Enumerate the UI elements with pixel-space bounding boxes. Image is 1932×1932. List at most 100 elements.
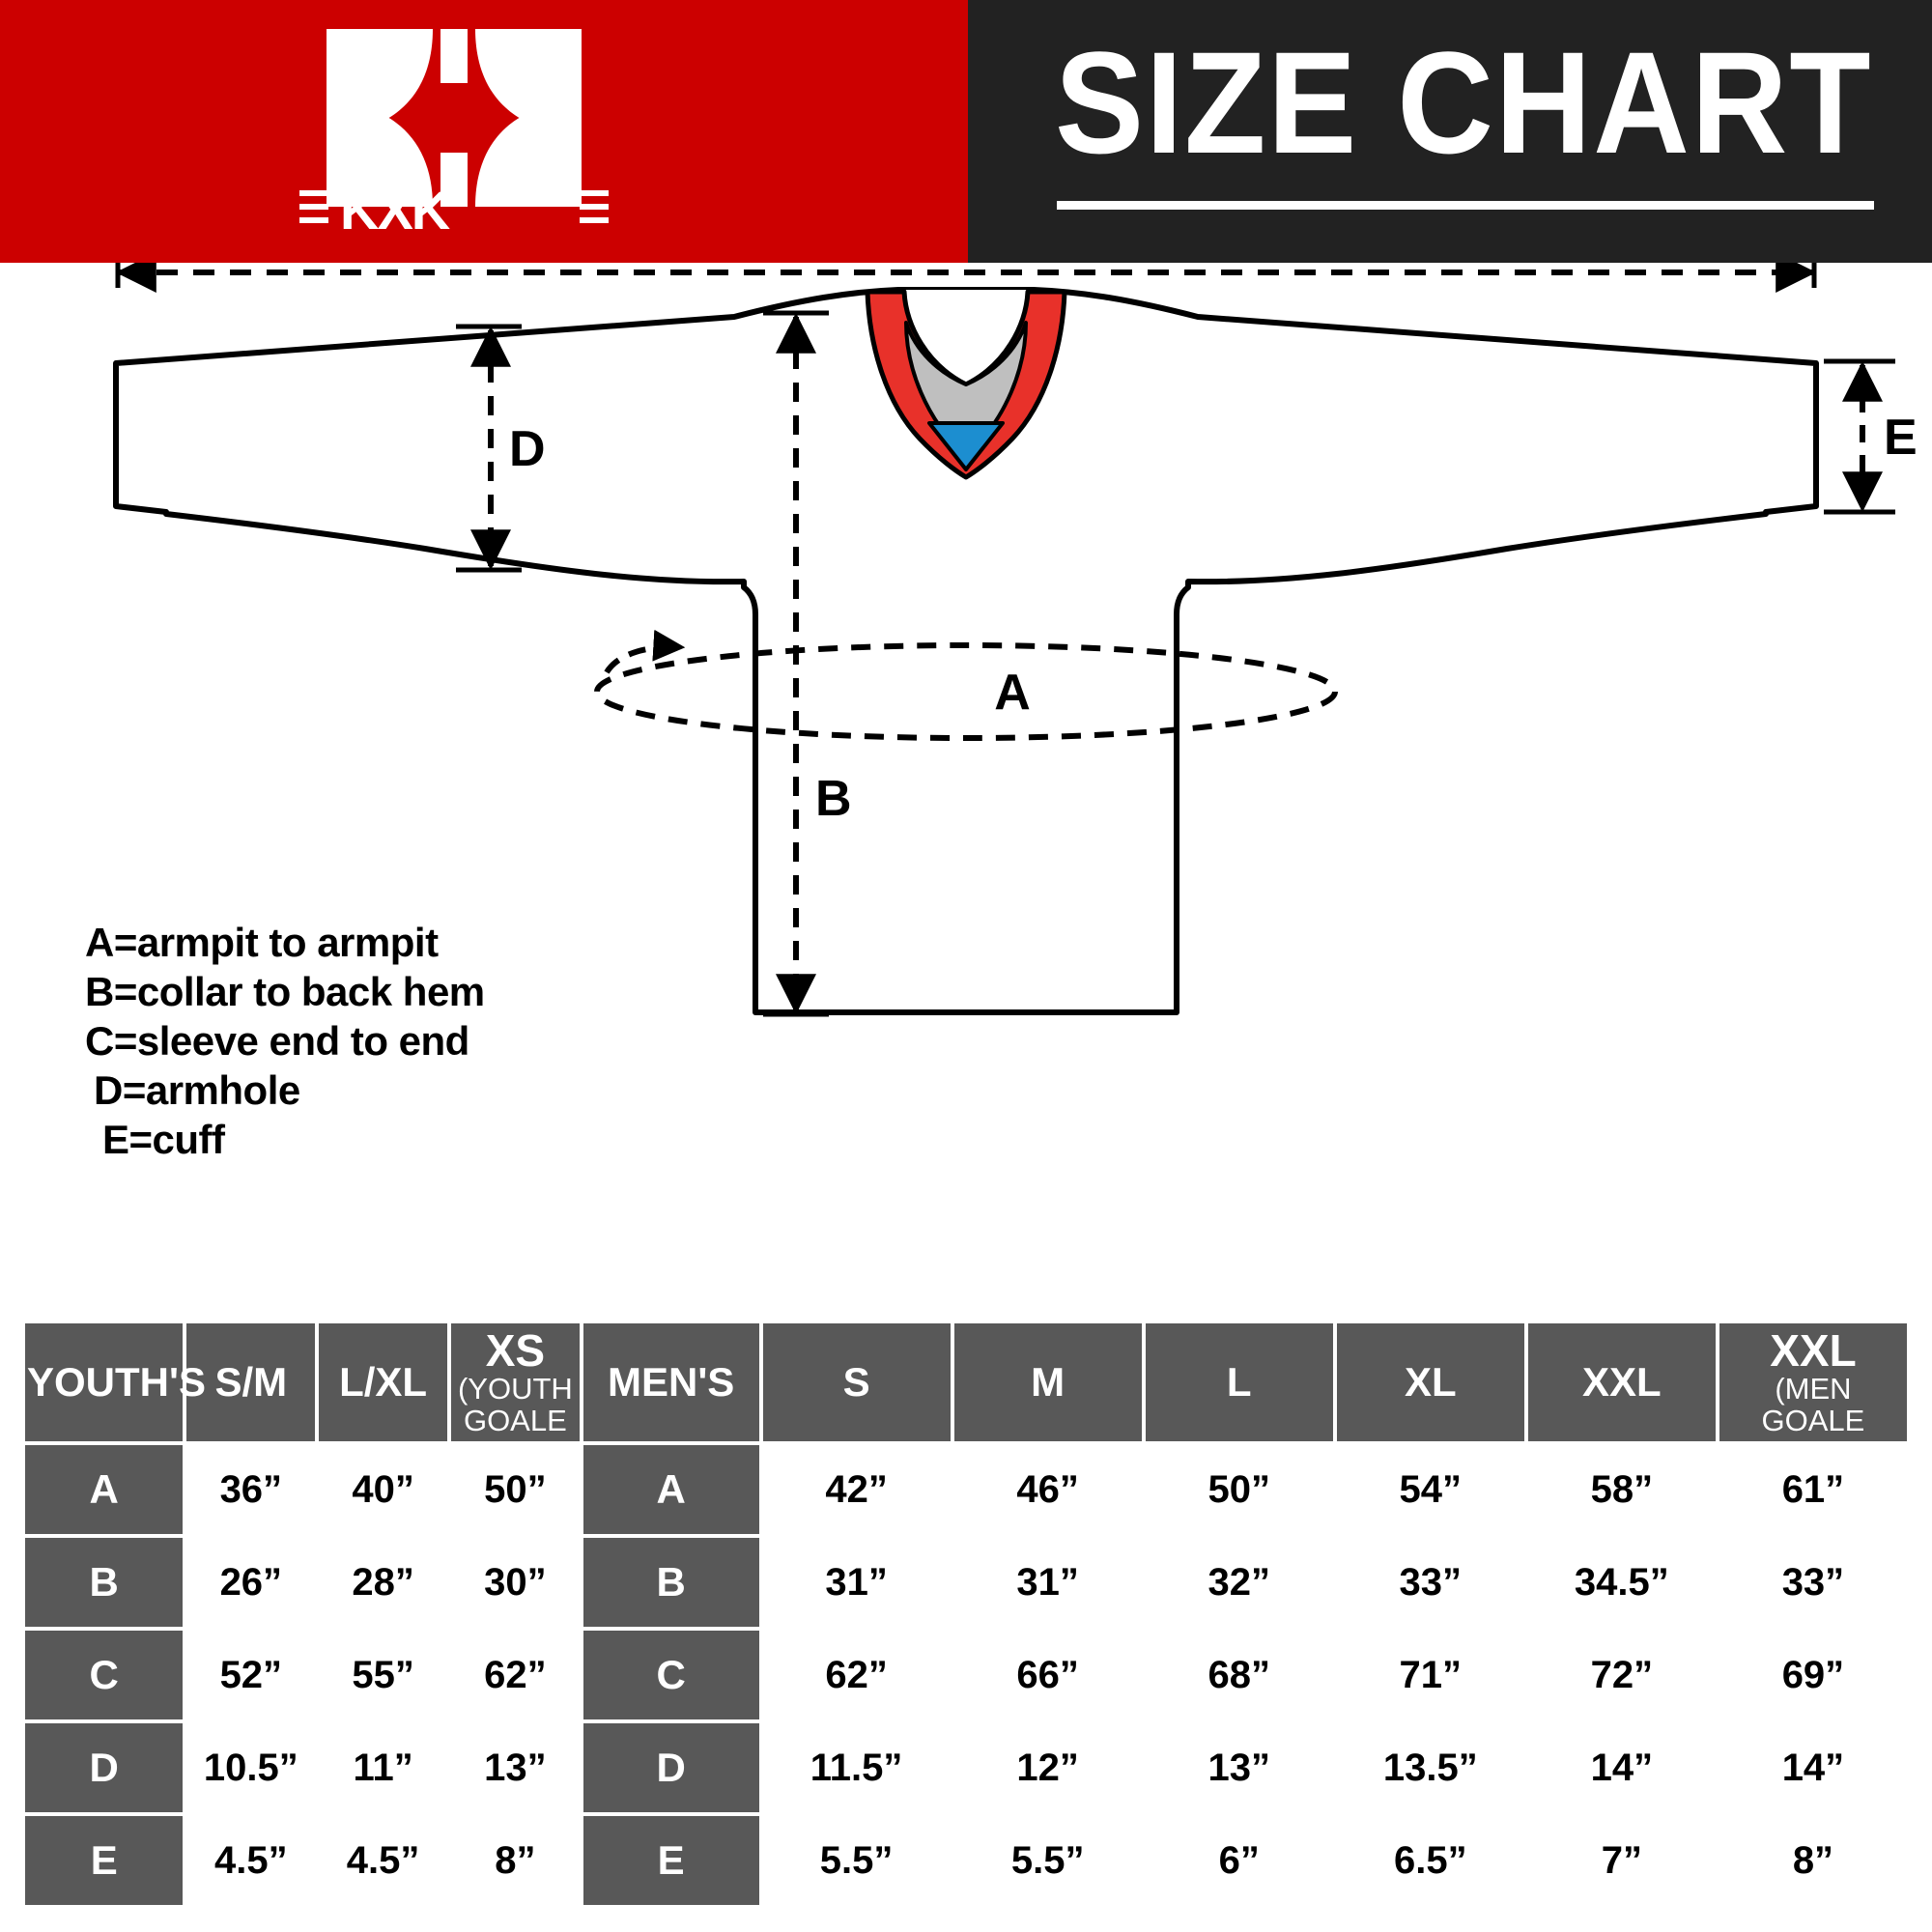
- cell-mens-A-0: 42”: [762, 1445, 951, 1534]
- dimension-label-c: C: [948, 263, 984, 267]
- row-key-youth-D: D: [25, 1723, 184, 1812]
- cell-youth-D-1: 11”: [319, 1723, 447, 1812]
- cell-mens-B-4: 34.5”: [1527, 1538, 1716, 1627]
- dimension-d-group: D: [456, 324, 546, 573]
- cell-youth-E-2: 8”: [450, 1816, 580, 1905]
- jersey-outline: [113, 287, 1819, 1015]
- cell-mens-E-1: 5.5”: [953, 1816, 1142, 1905]
- row-key-youth-C: C: [25, 1631, 184, 1719]
- header-mens-size-5: XXL (MEN GOALE: [1719, 1323, 1907, 1441]
- kxk-wordmark-icon: KXK: [299, 180, 609, 239]
- cell-mens-C-2: 68”: [1145, 1631, 1333, 1719]
- header-mens-size-0: S: [762, 1323, 951, 1441]
- cell-mens-A-1: 46”: [953, 1445, 1142, 1534]
- row-key-mens-A: A: [582, 1445, 759, 1534]
- collar-inner-panel: [904, 321, 1028, 458]
- cell-youth-E-1: 4.5”: [319, 1816, 447, 1905]
- cell-youth-A-1: 40”: [319, 1445, 447, 1534]
- cell-mens-C-3: 71”: [1336, 1631, 1524, 1719]
- cell-mens-C-0: 62”: [762, 1631, 951, 1719]
- page-header: KXK SIZE CHART: [0, 0, 1932, 263]
- legend-line-c: C=sleeve end to end: [85, 1018, 469, 1064]
- header-mens-size-3: XL: [1336, 1323, 1524, 1441]
- header-mens-size-4: XXL: [1527, 1323, 1716, 1441]
- cell-youth-B-2: 30”: [450, 1538, 580, 1627]
- dimension-label-b: B: [815, 771, 852, 827]
- cell-youth-C-0: 52”: [186, 1631, 316, 1719]
- cell-mens-C-1: 66”: [953, 1631, 1142, 1719]
- header-brand-panel: KXK: [0, 0, 968, 263]
- table-row: B 26” 28” 30” B 31” 31” 32” 33” 34.5” 33”: [25, 1538, 1907, 1627]
- cell-youth-B-0: 26”: [186, 1538, 316, 1627]
- cell-mens-B-0: 31”: [762, 1538, 951, 1627]
- cell-mens-A-3: 54”: [1336, 1445, 1524, 1534]
- legend-line-b: B=collar to back hem: [85, 969, 485, 1014]
- cell-youth-C-2: 62”: [450, 1631, 580, 1719]
- cell-mens-D-0: 11.5”: [762, 1723, 951, 1812]
- cell-mens-C-4: 72”: [1527, 1631, 1716, 1719]
- size-chart-table: YOUTH'S S/M L/XL XS (YOUTH GOALE MEN'S S M L XL XXL…: [21, 1320, 1911, 1909]
- row-key-mens-B: B: [582, 1538, 759, 1627]
- dimension-a-group: A: [594, 629, 1338, 741]
- cell-mens-D-1: 12”: [953, 1723, 1142, 1812]
- jersey-collar-group: [865, 289, 1067, 480]
- legend-line-a: A=armpit to armpit: [85, 920, 439, 965]
- header-youth-size-0: S/M: [186, 1323, 316, 1441]
- jersey-measurement-diagram: C D E B A: [113, 263, 1918, 1017]
- table-row: D 10.5” 11” 13” D 11.5” 12” 13” 13.5” 14” 14”: [25, 1723, 1907, 1812]
- header-title-panel: SIZE CHART: [968, 0, 1932, 263]
- dimension-label-d: D: [509, 421, 546, 477]
- page-title: SIZE CHART: [1055, 21, 1873, 184]
- cell-mens-A-5: 61”: [1719, 1445, 1907, 1534]
- title-underline-rule: [1057, 201, 1874, 210]
- cell-youth-D-2: 13”: [450, 1723, 580, 1812]
- row-key-mens-C: C: [582, 1631, 759, 1719]
- cell-mens-D-2: 13”: [1145, 1723, 1333, 1812]
- kxk-hourglass-logo-icon: [327, 29, 582, 207]
- cell-mens-E-5: 8”: [1719, 1816, 1907, 1905]
- row-key-youth-E: E: [25, 1816, 184, 1905]
- cell-mens-A-4: 58”: [1527, 1445, 1716, 1534]
- header-mens-label: MEN'S: [582, 1323, 759, 1441]
- dimension-b-group: B: [763, 310, 852, 1017]
- header-mens-size-1: M: [953, 1323, 1142, 1441]
- row-key-youth-A: A: [25, 1445, 184, 1534]
- cell-mens-B-5: 33”: [1719, 1538, 1907, 1627]
- table-header-row: YOUTH'S S/M L/XL XS (YOUTH GOALE MEN'S S M L XL XXL…: [25, 1323, 1907, 1441]
- row-key-mens-E: E: [582, 1816, 759, 1905]
- cell-mens-C-5: 69”: [1719, 1631, 1907, 1719]
- table-row: E 4.5” 4.5” 8” E 5.5” 5.5” 6” 6.5” 7” 8”: [25, 1816, 1907, 1905]
- cell-youth-B-1: 28”: [319, 1538, 447, 1627]
- cell-youth-C-1: 55”: [319, 1631, 447, 1719]
- row-key-youth-B: B: [25, 1538, 184, 1627]
- header-youth-size-2: XS (YOUTH GOALE: [450, 1323, 580, 1441]
- neck-opening: [874, 290, 1058, 466]
- cell-mens-E-3: 6.5”: [1336, 1816, 1524, 1905]
- size-table-container: YOUTH'S S/M L/XL XS (YOUTH GOALE MEN'S S M L XL XXL…: [21, 1320, 1911, 1909]
- cell-mens-B-3: 33”: [1336, 1538, 1524, 1627]
- cell-mens-D-5: 14”: [1719, 1723, 1907, 1812]
- collar-accent-triangle: [927, 421, 1005, 471]
- cell-mens-E-0: 5.5”: [762, 1816, 951, 1905]
- cell-youth-D-0: 10.5”: [186, 1723, 316, 1812]
- cell-mens-E-2: 6”: [1145, 1816, 1333, 1905]
- dimension-label-e: E: [1884, 410, 1918, 466]
- header-youth-size-1: L/XL: [319, 1323, 447, 1441]
- cell-youth-A-0: 36”: [186, 1445, 316, 1534]
- cell-mens-E-4: 7”: [1527, 1816, 1716, 1905]
- dimension-e-group: E: [1824, 358, 1918, 515]
- legend-line-e: E=cuff: [102, 1117, 225, 1162]
- cell-youth-A-2: 50”: [450, 1445, 580, 1534]
- cell-mens-D-3: 13.5”: [1336, 1723, 1524, 1812]
- cell-mens-B-1: 31”: [953, 1538, 1142, 1627]
- cell-youth-E-0: 4.5”: [186, 1816, 316, 1905]
- row-key-mens-D: D: [582, 1723, 759, 1812]
- measurement-legend: A=armpit to armpit B=collar to back hem …: [85, 918, 626, 1164]
- table-row: A 36” 40” 50” A 42” 46” 50” 54” 58” 61”: [25, 1445, 1907, 1534]
- svg-text:KXK: KXK: [340, 180, 450, 239]
- dimension-c-group: C: [115, 263, 1817, 293]
- table-row: C 52” 55” 62” C 62” 66” 68” 71” 72” 69”: [25, 1631, 1907, 1719]
- dimension-label-a: A: [994, 665, 1031, 721]
- cell-mens-B-2: 32”: [1145, 1538, 1333, 1627]
- header-youth-label: YOUTH'S: [25, 1323, 206, 1441]
